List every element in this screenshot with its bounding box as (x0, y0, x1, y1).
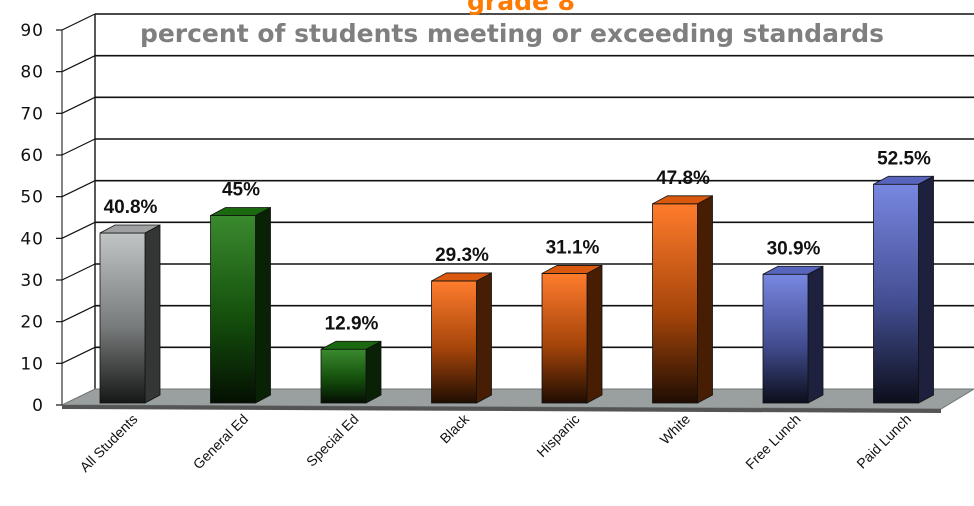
category-label: Paid Lunch (853, 411, 914, 472)
data-label: 30.9% (767, 238, 821, 259)
bar-5 (541, 264, 603, 404)
gridline-side (61, 263, 96, 281)
y-tick-label: 10 (20, 354, 44, 374)
gridline-side (61, 55, 96, 73)
y-tick-label: 30 (20, 271, 44, 291)
bar-side (586, 264, 603, 404)
gridline-side (61, 138, 96, 156)
bar-side (918, 175, 934, 404)
bars (99, 175, 934, 404)
bar-top (210, 207, 271, 216)
bar-front (431, 280, 477, 404)
y-tick-label: 0 (32, 396, 44, 416)
bar-top (541, 265, 603, 274)
y-tick-label: 80 (20, 63, 44, 83)
category-label: All Students (76, 411, 140, 475)
floor-surface (61, 388, 974, 410)
bar-4 (431, 272, 492, 404)
y-tick-label: 40 (20, 229, 44, 249)
bar-2 (210, 206, 271, 404)
gridlines (61, 13, 974, 364)
floor-edge (62, 405, 941, 413)
bar-side (365, 340, 382, 404)
bar-side (255, 206, 271, 404)
category-label: General Ed (190, 411, 251, 472)
bar-side (144, 224, 161, 404)
bar-front (541, 273, 588, 404)
chart-title: grade 8 (467, 0, 575, 16)
y-tick-label: 20 (20, 313, 44, 333)
data-label: 29.3% (435, 245, 489, 266)
y-tick-label: 70 (20, 104, 44, 124)
gridline-side (61, 96, 96, 114)
bar-front (210, 215, 256, 404)
category-label: Special Ed (303, 411, 362, 470)
y-tick-label: 60 (20, 146, 44, 166)
gridline-side (61, 180, 96, 198)
bar-front (873, 183, 919, 404)
y-tick-label: 50 (20, 188, 44, 208)
gridline-side (61, 13, 96, 31)
bar-side (697, 195, 713, 404)
data-label: 52.5% (877, 148, 931, 169)
data-label: 45% (222, 180, 260, 201)
category-label: Hispanic (533, 411, 582, 460)
bar-1 (99, 224, 161, 404)
bar-top (431, 272, 492, 282)
data-label: 47.8% (656, 168, 710, 189)
chart-subtitle: percent of students meeting or exceeding… (140, 19, 884, 48)
bar-front (652, 203, 698, 404)
gridline-side (61, 305, 96, 323)
bar-top (762, 265, 824, 275)
category-label: Black (437, 410, 473, 446)
bar-front (320, 348, 367, 404)
bar-6 (652, 195, 713, 404)
y-axis-ticks: 0 10 20 30 40 50 60 70 80 90 (20, 21, 62, 416)
x-axis-labels: All Students General Ed Special Ed Black His… (76, 410, 914, 475)
gridline-side (61, 221, 96, 239)
bar-side (476, 272, 492, 404)
bar-top (99, 224, 161, 234)
category-label: Free Lunch (742, 411, 803, 472)
bar-top (652, 195, 713, 205)
data-labels: 40.8% 45% 12.9% 29.3% 31.1% 47.8% 30.9% 52.5% (104, 148, 931, 334)
bar-front (762, 273, 809, 404)
bar-side (807, 265, 824, 404)
chart-walls (61, 14, 96, 405)
bar-3 (320, 340, 382, 404)
y-tick-label: 90 (20, 21, 44, 41)
bar-7 (762, 265, 824, 404)
category-label: White (656, 411, 693, 448)
bar-front (99, 232, 146, 404)
bar-8 (873, 175, 934, 404)
bar-top (320, 340, 382, 350)
chart-floor (61, 388, 974, 413)
data-label: 40.8% (104, 197, 158, 218)
gridline-side (61, 346, 96, 364)
data-label: 31.1% (546, 237, 600, 258)
data-label: 12.9% (325, 313, 379, 334)
bar-top (873, 175, 934, 185)
